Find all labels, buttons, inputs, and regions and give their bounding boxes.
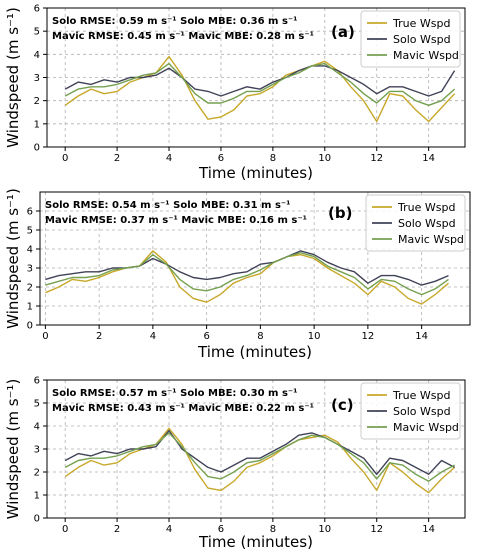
y-tick-label: 1: [34, 491, 40, 502]
y-axis-label: Windspeed (m s⁻¹): [4, 7, 22, 148]
y-tick-label: 3: [34, 445, 40, 456]
stats-line-1: Solo RMSE: 0.54 m s⁻¹ Solo MBE: 0.31 m s…: [45, 200, 291, 211]
y-tick-label: 3: [27, 264, 33, 275]
legend-box: [360, 10, 461, 68]
x-tick-label: 8: [257, 331, 263, 342]
legend-entry: Mavic Wspd: [398, 233, 464, 246]
legend: True Wspd Solo Wspd Mavic Wspd: [365, 194, 466, 252]
legend-entry: True Wspd: [392, 389, 450, 402]
y-tick-label: 0: [34, 514, 40, 525]
series-line-solo-wspd: [64, 65, 456, 97]
y-axis-label: Windspeed (m s⁻¹): [4, 188, 22, 329]
legend: True Wspd Solo Wspd Mavic Wspd: [360, 382, 461, 440]
stats-line-2: Mavic RMSE: 0.37 m s⁻¹ Mavic MBE: 0.16 m…: [45, 215, 307, 226]
x-tick-label: 12: [370, 524, 383, 535]
y-tick-label: 6: [34, 376, 40, 387]
y-tick-label: 0: [27, 321, 33, 332]
y-tick-label: 4: [34, 422, 40, 433]
x-tick-label: 6: [203, 331, 209, 342]
y-tick-label: 6: [34, 4, 40, 15]
y-tick-label: 1: [27, 302, 33, 313]
panel-label: (a): [331, 23, 355, 41]
axes-frame: [39, 191, 471, 326]
x-tick-label: 6: [218, 153, 224, 164]
series-line-true-wspd: [64, 55, 456, 123]
legend-entry: Solo Wspd: [398, 217, 456, 230]
x-tick-label: 8: [270, 524, 276, 535]
legend-entry: Mavic Wspd: [393, 49, 459, 62]
x-tick-label: 4: [150, 331, 156, 342]
stats-line-2: Mavic RMSE: 0.43 m s⁻¹ Mavic MBE: 0.22 m…: [52, 403, 314, 414]
series-line-solo-wspd: [45, 250, 449, 286]
stats-line-1: Solo RMSE: 0.59 m s⁻¹ Solo MBE: 0.36 m s…: [52, 16, 298, 27]
x-tick-label: 0: [62, 524, 68, 535]
y-axis-label: Windspeed (m s⁻¹): [4, 379, 22, 520]
legend-box: [365, 194, 466, 252]
series-line-mavic-wspd: [64, 432, 455, 482]
x-axis-label: Time (minutes): [198, 533, 313, 550]
x-tick-label: 12: [362, 331, 375, 342]
y-tick-label: 5: [34, 399, 40, 410]
legend-entry: Mavic Wspd: [393, 421, 459, 434]
legend-entry: True Wspd: [392, 17, 450, 30]
x-tick-label: 14: [422, 153, 435, 164]
series-line-mavic-wspd: [64, 62, 456, 107]
x-tick-label: 6: [218, 524, 224, 535]
legend-entry: True Wspd: [397, 201, 455, 214]
y-tick-label: 0: [34, 143, 40, 154]
legend-entry: Solo Wspd: [393, 405, 451, 418]
series-line-mavic-wspd: [45, 252, 449, 296]
x-tick-label: 10: [318, 524, 331, 535]
y-tick-label: 1: [34, 119, 40, 130]
x-axis-label: Time (minutes): [197, 343, 312, 361]
y-tick-label: 3: [34, 73, 40, 84]
panel-label: (c): [331, 396, 354, 414]
legend-entry: Solo Wspd: [393, 33, 451, 46]
legend-box: [360, 382, 461, 440]
x-tick-label: 4: [166, 153, 172, 164]
y-tick-label: 2: [34, 468, 40, 479]
y-tick-label: 4: [34, 50, 40, 61]
stats-line-2: Mavic RMSE: 0.45 m s⁻¹ Mavic MBE: 0.28 m…: [52, 31, 314, 42]
y-tick-label: 2: [27, 283, 33, 294]
series-line-solo-wspd: [64, 429, 455, 475]
x-tick-label: 2: [114, 153, 120, 164]
y-tick-label: 5: [27, 226, 33, 237]
x-tick-label: 8: [270, 153, 276, 164]
x-tick-label: 14: [422, 524, 435, 535]
y-tick-label: 4: [27, 245, 33, 256]
panel-label: (b): [328, 204, 352, 222]
stats-line-1: Solo RMSE: 0.57 m s⁻¹ Solo MBE: 0.30 m s…: [52, 388, 298, 399]
x-tick-label: 0: [42, 331, 48, 342]
x-tick-label: 10: [308, 331, 321, 342]
x-tick-label: 2: [114, 524, 120, 535]
legend: True Wspd Solo Wspd Mavic Wspd: [360, 10, 461, 68]
x-tick-label: 0: [62, 153, 68, 164]
x-tick-label: 10: [318, 153, 331, 164]
x-tick-label: 14: [415, 331, 428, 342]
x-tick-label: 2: [96, 331, 102, 342]
y-tick-label: 5: [34, 27, 40, 38]
y-tick-label: 6: [27, 207, 33, 218]
x-tick-label: 4: [166, 524, 172, 535]
x-axis-label: Time (minutes): [198, 164, 313, 182]
y-tick-label: 2: [34, 96, 40, 107]
series-line-true-wspd: [45, 250, 449, 305]
x-tick-label: 12: [370, 153, 383, 164]
